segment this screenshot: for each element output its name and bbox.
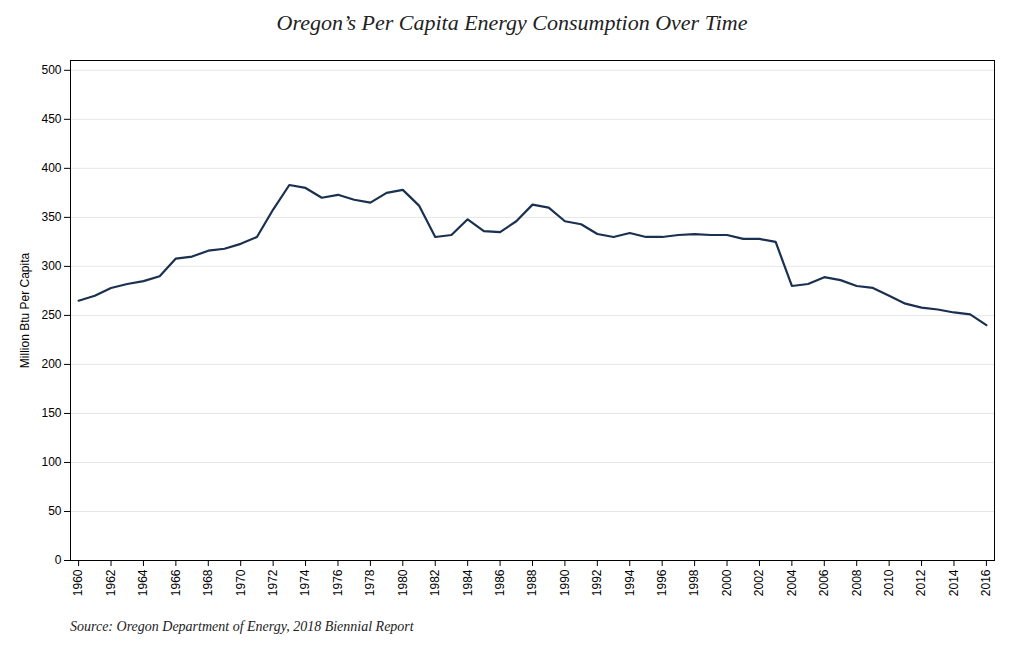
svg-text:2008: 2008 — [850, 569, 864, 596]
svg-text:1974: 1974 — [298, 569, 312, 596]
svg-text:1986: 1986 — [493, 569, 507, 596]
svg-text:1992: 1992 — [590, 569, 604, 596]
svg-text:1968: 1968 — [201, 569, 215, 596]
svg-text:1996: 1996 — [655, 569, 669, 596]
svg-text:150: 150 — [41, 406, 61, 420]
html-text:Oregon’s Per Capita Energy Con: Oregon’s Per Capita Energy Consumption O… — [276, 10, 748, 35]
svg-text:1962: 1962 — [104, 569, 118, 596]
svg-text:2006: 2006 — [817, 569, 831, 596]
svg-text:1966: 1966 — [169, 569, 183, 596]
svg-text:450: 450 — [41, 112, 61, 126]
svg-text:1972: 1972 — [266, 569, 280, 596]
svg-text:2002: 2002 — [752, 569, 766, 596]
svg-text:2004: 2004 — [785, 569, 799, 596]
svg-text:Million Btu Per Capita: Million Btu Per Capita — [18, 252, 32, 368]
svg-text:1978: 1978 — [363, 569, 377, 596]
svg-text:2014: 2014 — [947, 569, 961, 596]
svg-text:2010: 2010 — [882, 569, 896, 596]
svg-text:200: 200 — [41, 357, 61, 371]
svg-text:1994: 1994 — [623, 569, 637, 596]
svg-text:1976: 1976 — [331, 569, 345, 596]
svg-text:50: 50 — [48, 504, 62, 518]
svg-text:1990: 1990 — [558, 569, 572, 596]
svg-text:1980: 1980 — [396, 569, 410, 596]
svg-text:0: 0 — [55, 553, 62, 567]
svg-text:1984: 1984 — [460, 569, 474, 596]
svg-text:1988: 1988 — [525, 569, 539, 596]
svg-text:1982: 1982 — [428, 569, 442, 596]
svg-text:400: 400 — [41, 161, 61, 175]
svg-text:1998: 1998 — [687, 569, 701, 596]
html-text:Source: Oregon Department of E: Source: Oregon Department of Energy, 201… — [70, 619, 414, 634]
svg-text:2000: 2000 — [720, 569, 734, 596]
svg-text:500: 500 — [41, 63, 61, 77]
svg-text:2012: 2012 — [914, 569, 928, 596]
svg-text:1970: 1970 — [234, 569, 248, 596]
svg-text:1964: 1964 — [136, 569, 150, 596]
svg-text:100: 100 — [41, 455, 61, 469]
svg-text:250: 250 — [41, 308, 61, 322]
svg-text:300: 300 — [41, 259, 61, 273]
svg-text:2016: 2016 — [979, 569, 993, 596]
svg-text:350: 350 — [41, 210, 61, 224]
svg-text:1960: 1960 — [71, 569, 85, 596]
